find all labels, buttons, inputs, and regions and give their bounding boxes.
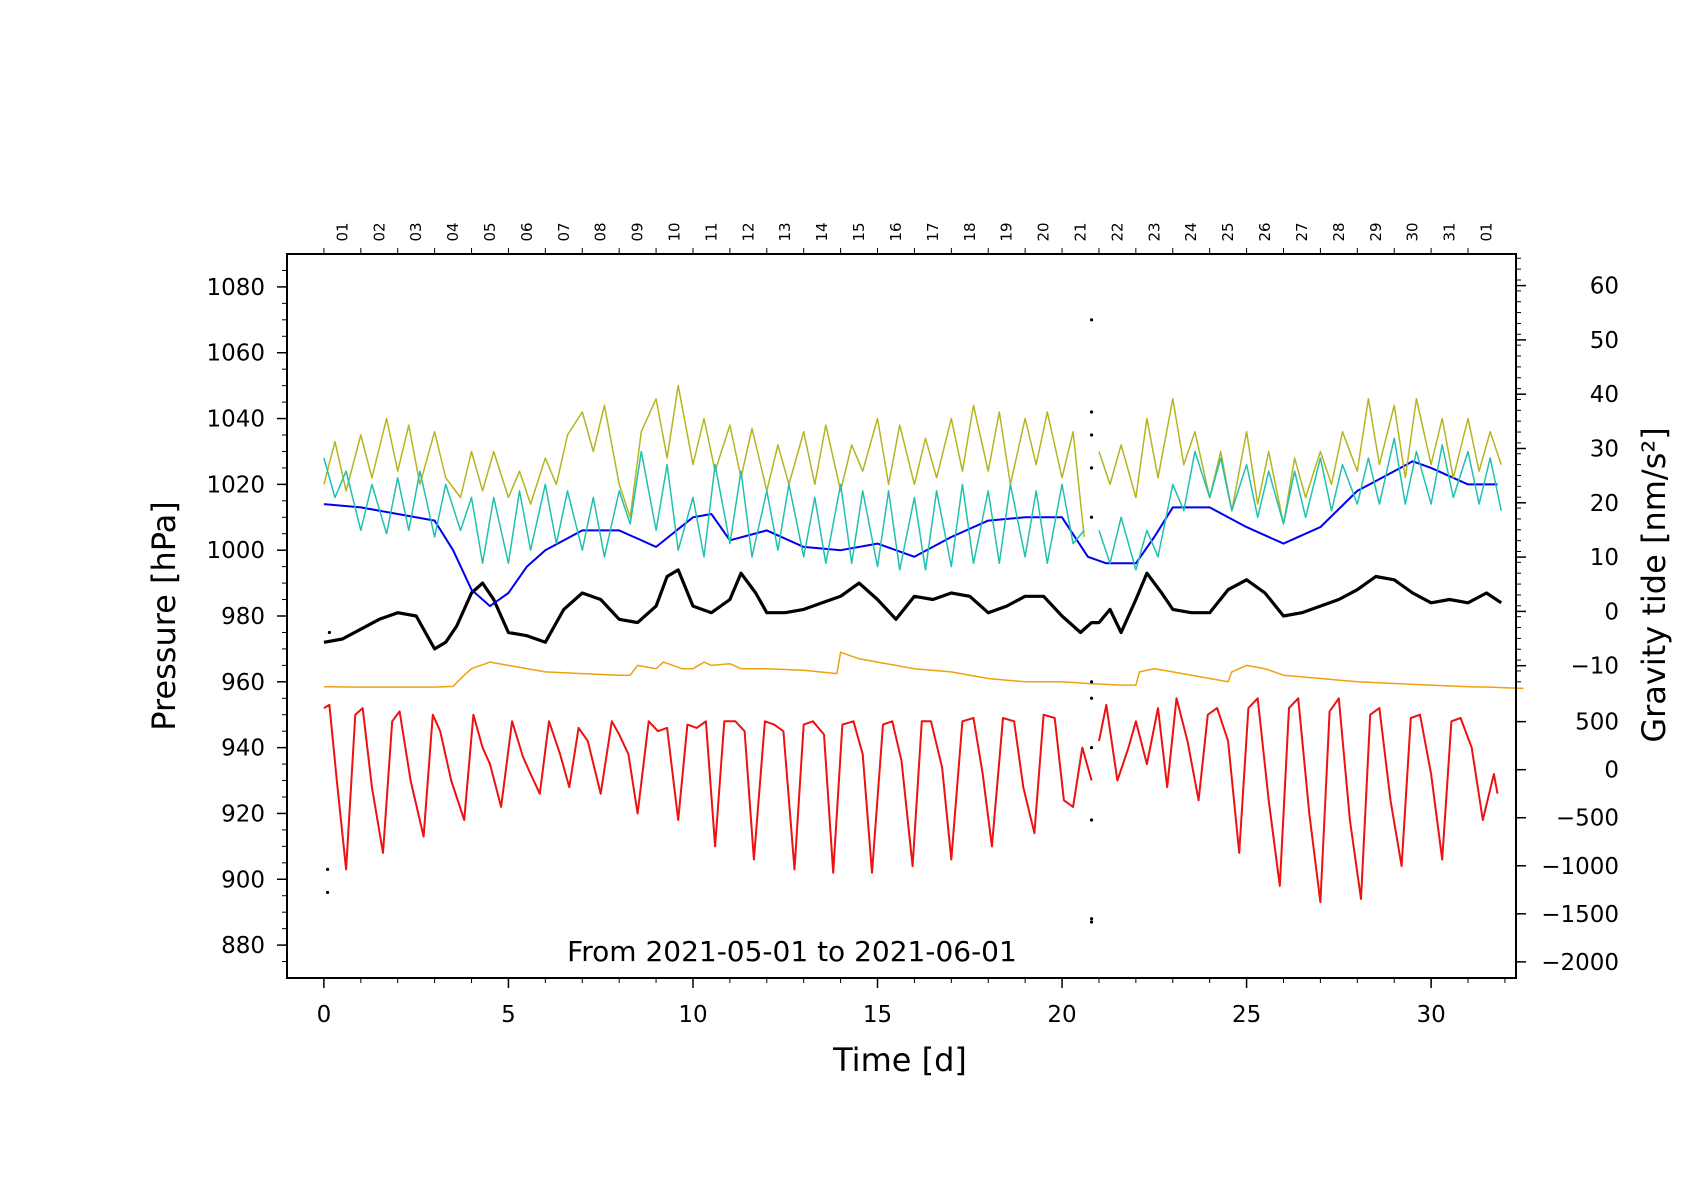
x-tick-label: 15 <box>863 1002 892 1028</box>
date-tick-label: 02 <box>370 222 388 241</box>
date-tick-label: 20 <box>1035 222 1053 241</box>
series-group <box>323 318 1524 924</box>
date-tick-label: 13 <box>776 222 794 241</box>
date-tick-label: 09 <box>629 222 647 241</box>
y-tick-label-left: 900 <box>221 867 265 893</box>
x-tick-label: 0 <box>317 1002 332 1028</box>
y-tick-label-right-lower: −500 <box>1556 806 1619 832</box>
date-tick-label: 19 <box>998 222 1016 241</box>
gap-marker-point <box>1089 696 1094 700</box>
date-tick-label: 30 <box>1404 222 1422 241</box>
series-line-pressure <box>323 568 1503 651</box>
plot-background <box>287 254 1516 978</box>
y-tick-label-right-lower: −2000 <box>1541 950 1619 976</box>
x-tick-label: 10 <box>678 1002 707 1028</box>
y-tick-label-right: 40 <box>1590 382 1619 408</box>
gap-marker-point <box>325 867 330 872</box>
series-line-gravity-tide-red-part-2 <box>1098 697 1499 904</box>
y-tick-label-left: 1080 <box>206 275 265 301</box>
y-tick-label-right-lower: 0 <box>1604 758 1619 784</box>
gap-marker-point <box>1089 410 1094 414</box>
y-axis-title-right: Gravity tide [nm/s²] <box>1635 427 1673 742</box>
y-tick-label-right: 30 <box>1590 436 1619 462</box>
y-tick-label-right-lower: −1000 <box>1541 854 1619 880</box>
y-tick-label-right-lower: −1500 <box>1541 902 1619 928</box>
date-tick-label: 12 <box>739 222 757 241</box>
y-tick-label-right: 60 <box>1590 274 1619 300</box>
date-tick-label: 10 <box>666 222 684 241</box>
plot-frame <box>286 253 1517 979</box>
date-tick-label: 08 <box>592 222 610 241</box>
y-tick-label-right: 0 <box>1604 599 1619 625</box>
series-line-wind-teal <box>323 450 1085 571</box>
date-tick-label: 26 <box>1256 222 1274 241</box>
y-tick-label-left: 880 <box>221 933 265 959</box>
date-tick-label: 03 <box>407 222 425 241</box>
y-axis-title-left: Pressure [hPa] <box>145 501 183 731</box>
y-tick-label-left: 1000 <box>206 538 265 564</box>
date-tick-label: 27 <box>1293 222 1311 241</box>
gap-marker-point <box>1089 746 1094 750</box>
date-tick-label: 07 <box>555 222 573 241</box>
date-tick-label: 23 <box>1145 222 1163 241</box>
y-tick-label-left: 980 <box>221 604 265 630</box>
y-tick-label-left: 1060 <box>206 341 265 367</box>
x-tick-label: 5 <box>501 1002 516 1028</box>
series-line-wind-teal-part-2 <box>1098 437 1502 571</box>
gap-marker-point <box>1089 433 1094 437</box>
date-tick-label: 15 <box>850 222 868 241</box>
date-tick-label: 28 <box>1330 222 1348 241</box>
date-tick-label: 22 <box>1108 222 1126 241</box>
x-tick-label: 20 <box>1047 1002 1076 1028</box>
date-tick-label: 14 <box>813 222 831 241</box>
date-tick-label: 04 <box>444 222 462 241</box>
gap-marker-point <box>1089 680 1094 684</box>
y-tick-label-left: 940 <box>221 736 265 762</box>
y-tick-label-right: 50 <box>1590 328 1619 354</box>
annotation-text: From 2021-05-01 to 2021-06-01 <box>567 935 1017 968</box>
gap-marker-point <box>1089 466 1094 470</box>
date-tick-label: 21 <box>1071 222 1089 241</box>
date-tick-label: 06 <box>518 222 536 241</box>
date-tick-label: 31 <box>1441 222 1459 241</box>
y-tick-label-right: 10 <box>1590 545 1619 571</box>
y-tick-label-left: 1020 <box>206 472 265 498</box>
gap-marker-point <box>1089 515 1094 519</box>
date-tick-label: 18 <box>961 222 979 241</box>
date-tick-label: 25 <box>1219 222 1237 241</box>
series-line-humidity-olive <box>323 384 1085 538</box>
y-tick-label-right: −10 <box>1570 654 1619 680</box>
gap-marker-point <box>1089 920 1094 924</box>
y-tick-label-left: 960 <box>221 670 265 696</box>
gap-marker-point <box>1089 318 1094 322</box>
date-tick-label: 11 <box>702 222 720 241</box>
date-tick-label: 29 <box>1367 222 1385 241</box>
date-tick-label: 16 <box>887 222 905 241</box>
y-tick-label-left: 920 <box>221 801 265 827</box>
gap-marker-point <box>325 890 330 895</box>
y-tick-label-right-lower: 500 <box>1575 710 1619 736</box>
date-tick-label: 17 <box>924 222 942 241</box>
date-tick-label: 24 <box>1182 222 1200 241</box>
x-tick-label: 25 <box>1232 1002 1261 1028</box>
series-line-precipitation-orange <box>323 651 1524 690</box>
series-line-gravity-tide-red <box>323 703 1093 874</box>
series-line-temperature-blue <box>323 460 1498 608</box>
x-tick-label: 30 <box>1416 1002 1445 1028</box>
y-tick-label-right: 20 <box>1590 491 1619 517</box>
gap-marker-point <box>1089 818 1094 822</box>
y-tick-label-left: 1040 <box>206 407 265 433</box>
gap-marker-point <box>1089 917 1094 921</box>
x-axis-title: Time [d] <box>832 1041 967 1079</box>
gap-marker-point <box>327 630 332 635</box>
series-line-humidity-olive-part-2 <box>1098 398 1502 525</box>
date-tick-label: 05 <box>481 222 499 241</box>
date-tick-label: 01 <box>333 222 351 241</box>
date-tick-label: 01 <box>1477 222 1495 241</box>
